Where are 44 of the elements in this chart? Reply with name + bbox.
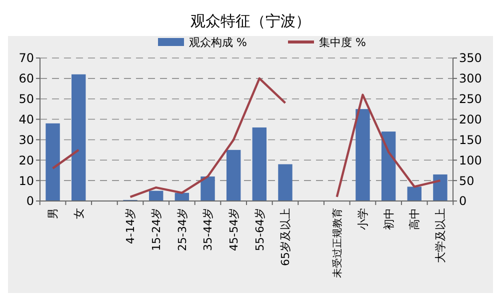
y2-tick-label: 300 — [459, 72, 482, 86]
bar — [252, 127, 267, 201]
chart-title: 观众特征（宁波） — [190, 12, 310, 30]
y-tick-label: 60 — [18, 72, 34, 86]
y2-tick-label: 50 — [459, 174, 474, 188]
x-tick-label: 小学 — [356, 208, 370, 230]
y-tick-label: 10 — [18, 174, 34, 188]
x-tick-label: 高中 — [408, 208, 422, 230]
x-tick-label: 男 — [46, 208, 60, 219]
y-tick-label: 0 — [26, 194, 34, 208]
x-tick-label: 65岁及以上 — [279, 208, 292, 266]
bar — [356, 109, 370, 201]
x-tick-label: 4-14岁 — [124, 208, 138, 244]
y-tick-label: 40 — [18, 112, 34, 126]
y2-tick-label: 250 — [459, 92, 482, 106]
x-tick-label: 女 — [72, 208, 86, 219]
bar — [46, 123, 60, 201]
y2-tick-label: 200 — [459, 112, 482, 126]
x-tick-label: 55-64岁 — [253, 208, 266, 251]
y-tick-label: 20 — [18, 153, 34, 168]
y-tick-label: 70 — [18, 51, 34, 66]
bar — [278, 164, 292, 201]
x-tick-label: 45-54岁 — [227, 208, 240, 251]
y-tick-label: 50 — [18, 92, 34, 106]
x-tick-label: 15-24岁 — [150, 208, 163, 251]
bar — [433, 174, 448, 201]
y2-tick-label: 150 — [459, 132, 482, 147]
x-tick-label: 初中 — [382, 208, 396, 230]
x-tick-label: 25-34岁 — [176, 208, 189, 251]
bar — [381, 132, 396, 201]
y2-tick-label: 0 — [459, 194, 467, 208]
x-tick-label: 35-44岁 — [202, 208, 215, 251]
bar — [72, 74, 86, 201]
legend-label: 集中度 % — [319, 36, 366, 49]
bar — [226, 150, 241, 201]
x-tick-label: 大学及以上 — [434, 208, 448, 263]
bar — [200, 176, 215, 201]
bar — [407, 186, 422, 201]
bar — [148, 190, 164, 201]
y2-tick-label: 100 — [459, 153, 482, 168]
x-tick-label: 未受过正规教育 — [331, 208, 344, 278]
legend-label: 观众构成 % — [189, 36, 247, 49]
y2-tick-label: 350 — [459, 51, 482, 66]
y-tick-label: 30 — [18, 132, 34, 147]
